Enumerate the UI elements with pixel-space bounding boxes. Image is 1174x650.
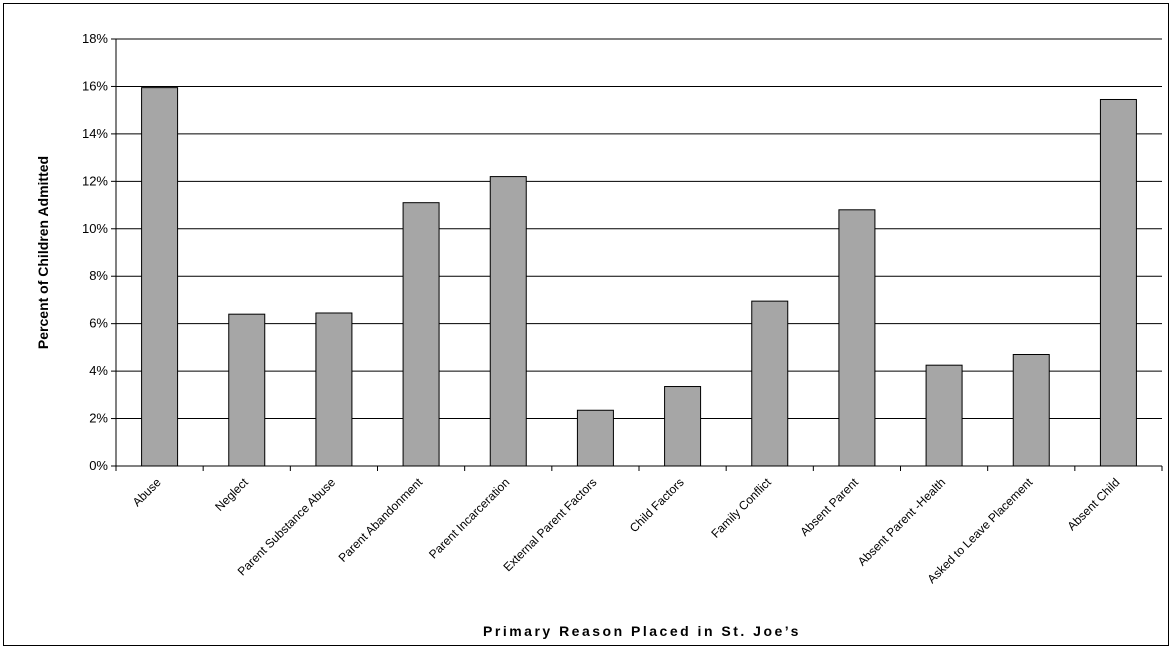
bar [315,312,353,467]
bar [925,364,963,467]
gridlines [116,38,1162,420]
y-tick-label: 0% [89,458,108,473]
chart-frame: 0% 2% 4% 6% 8% 10% 12% 14% 16% 18% Abuse Neglect Pa… [3,3,1169,646]
bar-chart: 0%2%4%6%8%10%12%14%16%18% Abuse NeglectPa… [35,31,1163,639]
y-tick-label: 6% [89,316,108,331]
x-category-label: External Parent Factors [500,475,599,574]
x-axis-title: Primary Reason Placed in St. Joe’s [483,623,801,639]
y-tick-label: 2% [89,411,108,426]
y-tick-label: 8% [89,268,108,283]
y-axis-title: Percent of Children Admitted [35,156,51,349]
bar [1012,354,1050,467]
bar [1099,98,1137,467]
y-tick-label: 10% [82,221,108,236]
x-category-label: Child Factors [627,475,687,535]
bar [402,202,440,467]
x-category-label: Absent Child [1065,475,1123,533]
bar [751,300,789,467]
bars [141,87,1137,467]
x-category-label: Neglect [212,475,251,514]
axes [111,38,1163,471]
bar [141,87,179,467]
bar [664,386,702,467]
y-tick-label: 4% [89,363,108,378]
x-category-label: Parent Substance Abuse [235,475,339,579]
y-tick-labels: 0% 2% 4% 6% 8% 10% 12% 14% 16% 18% [82,31,108,473]
bar [838,209,876,467]
x-category-label: Absent Parent -Health [855,475,948,568]
y-tick-label: 18% [82,31,108,46]
y-tick-label: 12% [82,173,108,188]
y-tick-label: 14% [82,126,108,141]
bar [228,313,266,467]
x-category-label: Absent Parent [797,475,861,539]
bar [576,409,614,467]
x-category-label: Parent Abandonment [336,475,426,565]
y-tick-label: 16% [82,78,108,93]
x-category-label: Parent Incarceration [426,475,512,561]
bar [489,176,527,467]
x-category-label: Family Conflict [708,475,774,541]
x-category-label: Abuse [130,475,164,509]
